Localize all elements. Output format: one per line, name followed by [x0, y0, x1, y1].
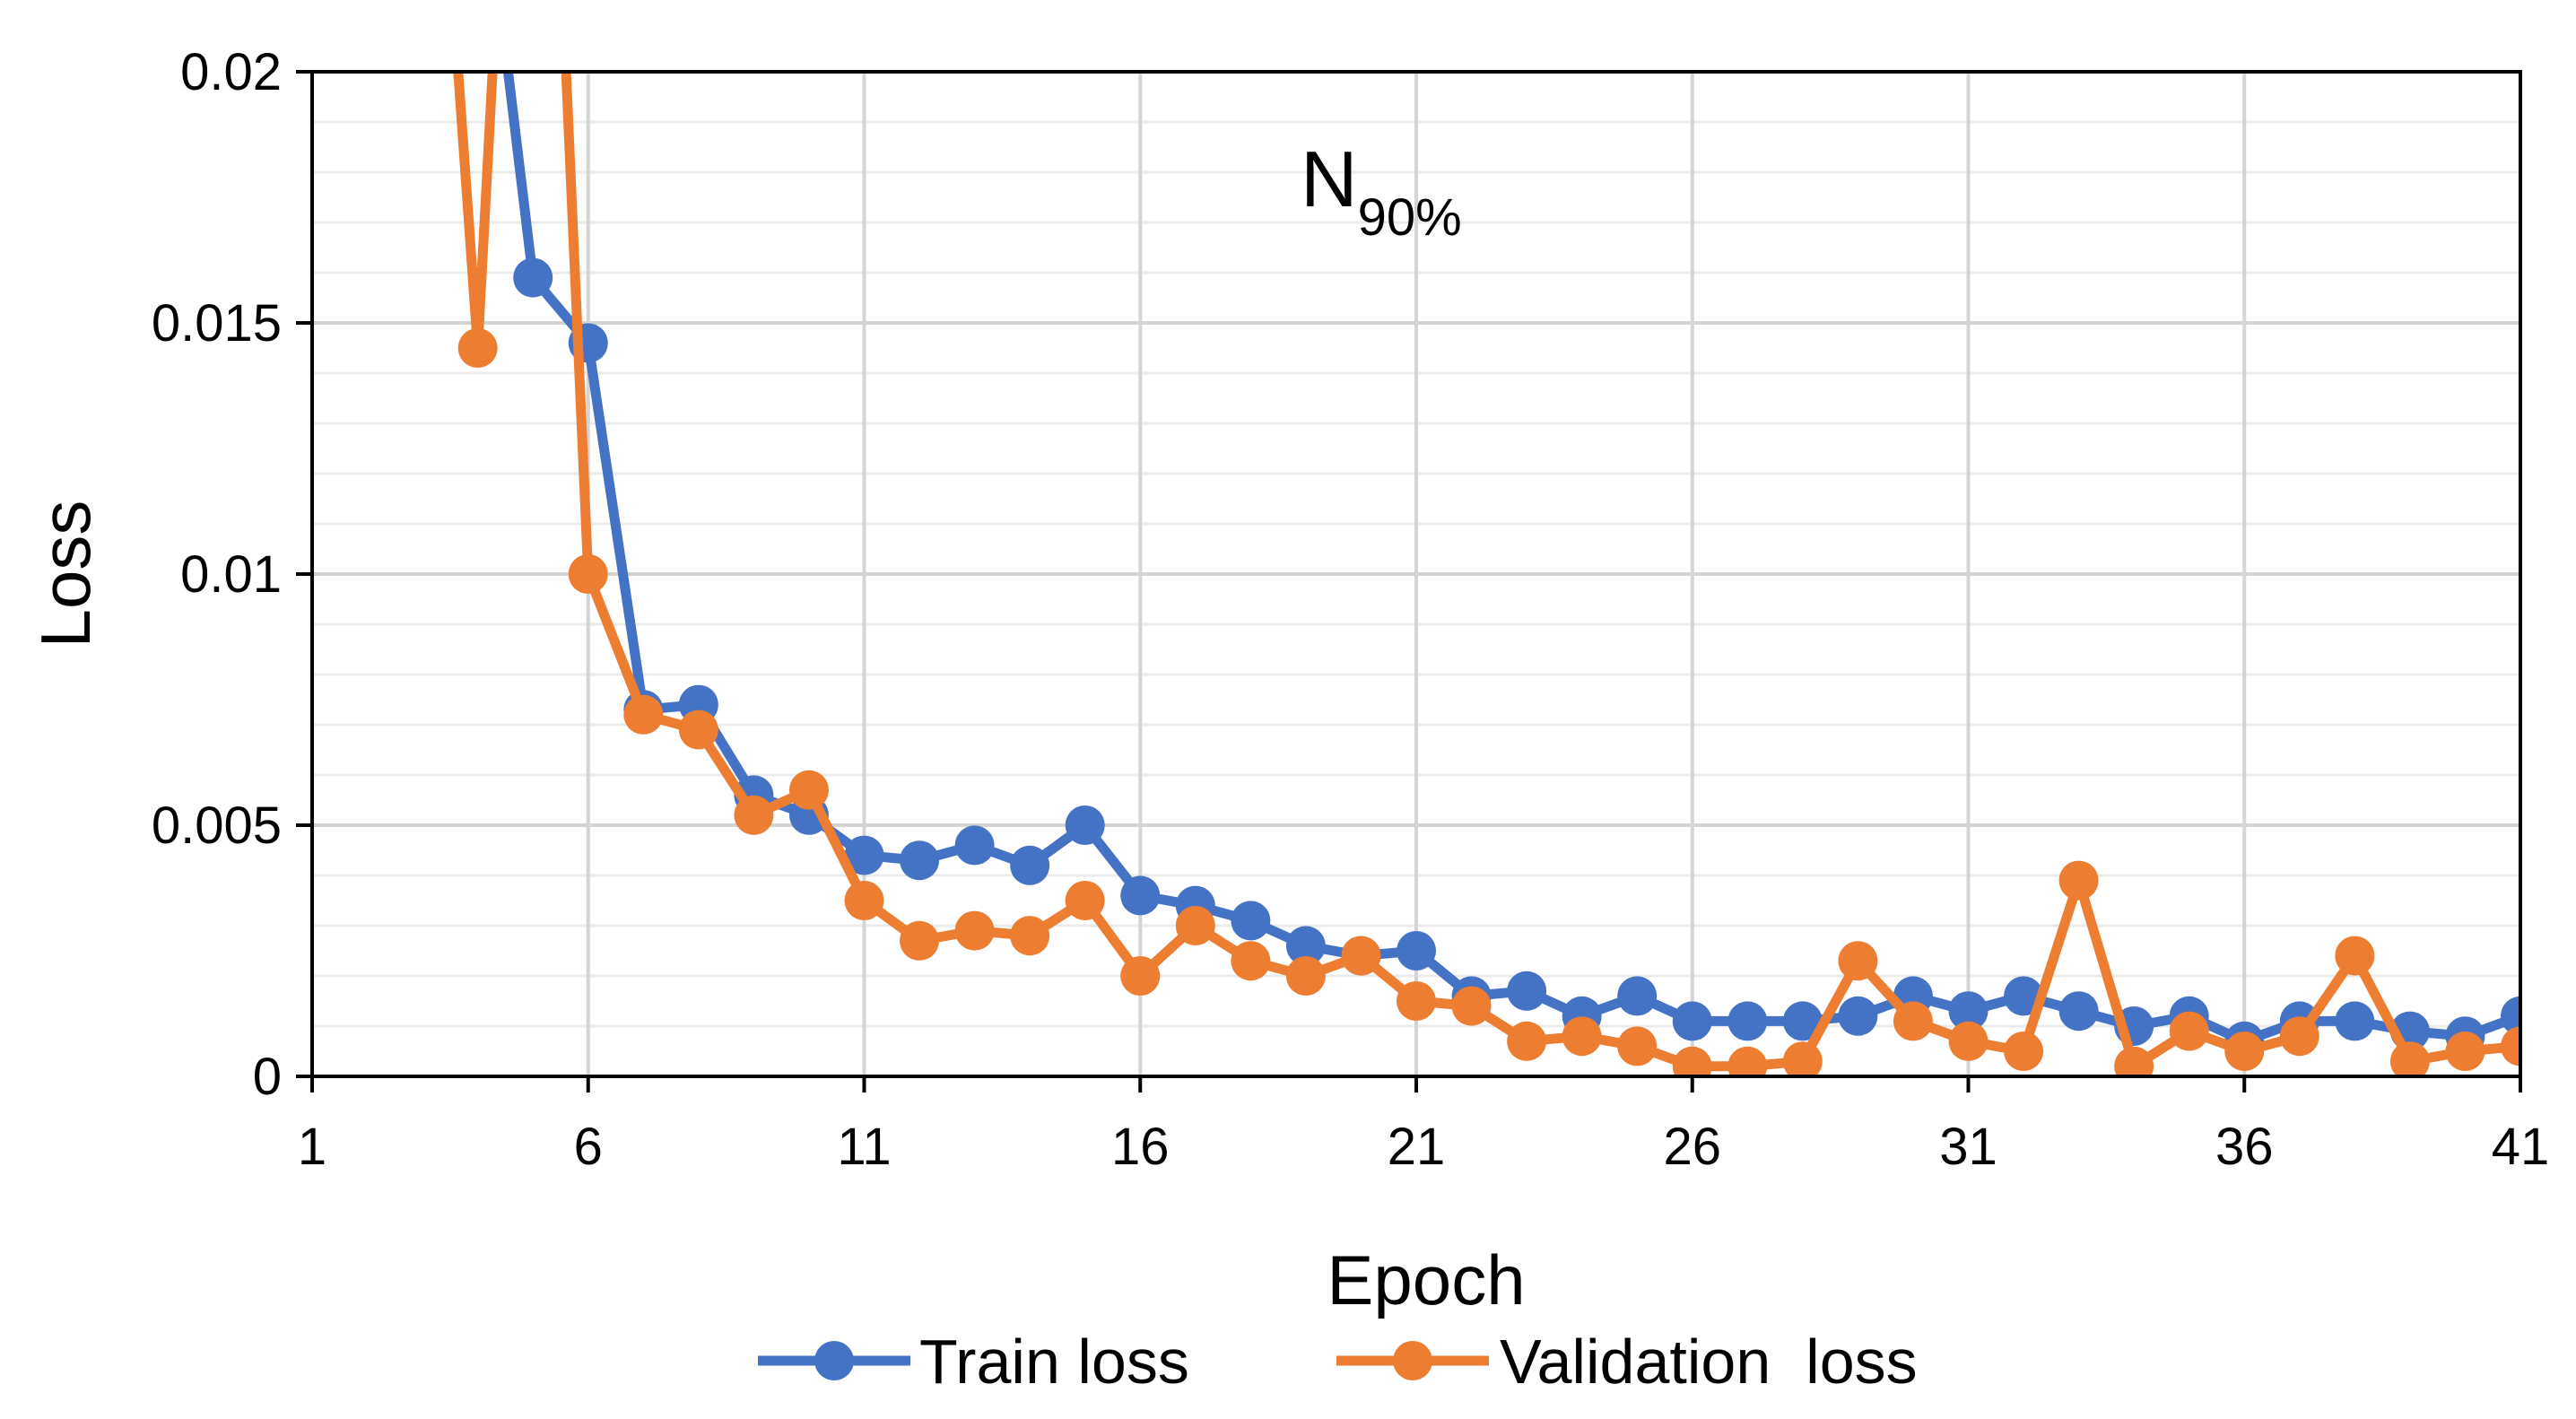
data-point [1010, 916, 1050, 956]
data-point [1397, 981, 1436, 1021]
data-point [2501, 996, 2520, 1036]
data-point [2058, 860, 2099, 901]
data-point [678, 710, 718, 750]
data-point [2224, 1032, 2265, 1071]
data-point [1451, 986, 1492, 1026]
data-point [1727, 1001, 1768, 1041]
data-point [1231, 901, 1271, 941]
legend-train-label: Train loss [919, 1327, 1189, 1397]
data-point [1341, 936, 1381, 976]
data-point [2335, 936, 2375, 976]
data-point [900, 840, 940, 881]
data-point [1838, 996, 1878, 1036]
data-point [2058, 991, 2099, 1032]
legend-validation-marker [1393, 1341, 1432, 1380]
data-point [568, 554, 608, 594]
x-tick-label: 21 [1388, 1118, 1446, 1176]
x-tick-label: 1 [298, 1118, 326, 1176]
x-tick-label: 6 [574, 1118, 603, 1176]
data-point [1617, 976, 1658, 1016]
series-layer [453, 72, 2520, 1076]
y-tick-label: 0.02 [180, 43, 282, 101]
data-point [954, 910, 995, 951]
data-point [2169, 1011, 2209, 1051]
y-tick-label: 0.005 [152, 797, 282, 855]
legend-item-validation: Validation loss [1336, 1327, 1918, 1397]
data-point [1893, 1001, 1933, 1041]
y-axis-ticks: 0 0.005 0.01 0.015 0.02 [152, 43, 312, 1106]
x-tick-label: 41 [2492, 1118, 2550, 1176]
data-point [1010, 845, 1050, 885]
data-point [1120, 956, 1161, 996]
legend-validation-label: Validation loss [1500, 1327, 1918, 1397]
data-point [2335, 1001, 2375, 1041]
x-tick-label: 36 [2215, 1118, 2274, 1176]
series-validation [453, 72, 2520, 1076]
data-point [513, 257, 553, 298]
data-point [2389, 1041, 2430, 1076]
data-point [1507, 1021, 1547, 1061]
data-point [844, 881, 884, 920]
data-point [2004, 1032, 2044, 1071]
y-axis-title: Loss [26, 501, 105, 649]
x-tick-label: 11 [837, 1118, 891, 1176]
data-point [2279, 1016, 2319, 1057]
data-point [844, 835, 884, 875]
data-point [1562, 1016, 1602, 1057]
data-point [734, 795, 774, 835]
data-point [1838, 941, 1878, 981]
data-point [1948, 991, 1989, 1032]
data-point [1120, 875, 1161, 916]
legend: Train loss Validation loss [758, 1327, 1918, 1397]
data-point [1065, 881, 1105, 920]
y-tick-label: 0.01 [180, 545, 282, 604]
legend-train-marker [814, 1341, 854, 1380]
data-point [788, 770, 829, 810]
series-train [502, 72, 2520, 1061]
data-point [1782, 1041, 1823, 1076]
data-point [1672, 1046, 1712, 1076]
data-point [1672, 1001, 1712, 1041]
x-tick-label: 26 [1663, 1118, 1721, 1176]
data-point [2501, 1026, 2520, 1066]
data-point [1065, 805, 1105, 845]
data-point [1285, 926, 1326, 966]
data-point [1507, 971, 1547, 1011]
x-tick-label: 16 [1111, 1118, 1170, 1176]
data-point [1285, 956, 1326, 996]
y-tick-label: 0 [253, 1048, 282, 1106]
data-point [1617, 1026, 1658, 1066]
data-point [623, 694, 664, 735]
data-point [1175, 906, 1215, 945]
data-point [2114, 1046, 2154, 1076]
data-point [954, 825, 995, 866]
data-point [457, 328, 498, 368]
data-point [1727, 1046, 1768, 1076]
data-point [1782, 1001, 1823, 1041]
x-axis-title: Epoch [1327, 1241, 1525, 1319]
chart-annotation: N90% [1301, 135, 1462, 247]
x-axis-ticks: 1 6 11 16 21 26 31 36 41 [298, 1076, 2549, 1176]
x-tick-label: 31 [1939, 1118, 1997, 1176]
legend-item-train: Train loss [758, 1327, 1189, 1397]
data-point [1948, 1021, 1989, 1061]
data-point [900, 920, 940, 961]
data-point [1231, 941, 1271, 981]
data-point [2445, 1032, 2485, 1071]
y-tick-label: 0.015 [152, 294, 282, 353]
data-point [1397, 931, 1436, 971]
